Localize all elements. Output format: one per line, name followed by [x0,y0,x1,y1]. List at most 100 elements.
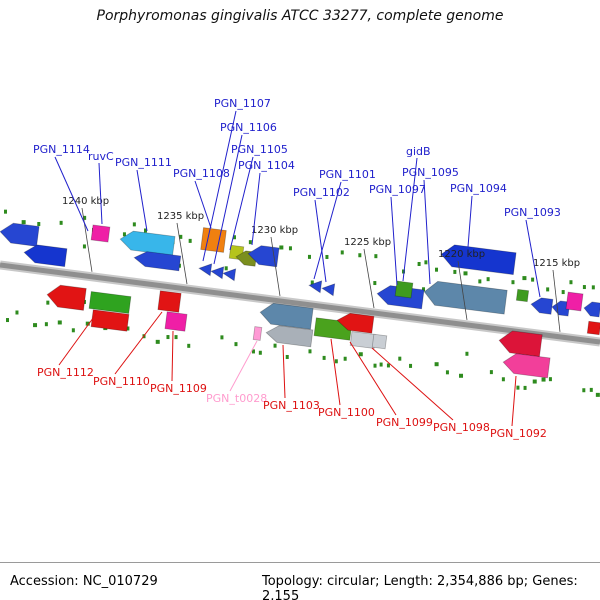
scale-tick-line-1220-kbp [457,260,468,320]
gene-pgn-1110[interactable] [157,290,182,313]
gene-unnamed[interactable] [23,243,68,268]
gene-pgn-t0028[interactable] [252,326,263,341]
feature-dot [595,392,600,397]
feature-dot [591,285,595,290]
gene-label-pgn-1105[interactable]: PGN_1105 [231,143,288,156]
gene-label-pgn-1110[interactable]: PGN_1110 [93,375,150,388]
gene-label-pgn-1099[interactable]: PGN_1099 [376,416,433,429]
gene-label-pgn-1114[interactable]: PGN_1114 [33,143,90,156]
feature-dot [258,350,262,355]
gene-label-pgn-t0028[interactable]: PGN_t0028 [206,392,267,405]
feature-dot [501,377,505,382]
gene-pgn-1102[interactable] [321,282,336,297]
gene-label-line-pgn-1108 [194,180,212,229]
gene-pgn-1092[interactable] [502,352,551,379]
gene-pgn-1103[interactable] [259,302,314,330]
feature-dot [453,269,457,274]
feature-dot [334,359,338,364]
feature-dot [21,220,26,225]
feature-dot [532,379,537,384]
gene-pgn-1108[interactable] [200,227,227,253]
gene-pgn-1107[interactable] [198,262,213,277]
feature-dot [434,362,439,367]
gene-unnamed[interactable] [46,284,87,311]
genome-map: 1240 kbp 1235 kbp 1230 kbp 1225 kbp 1220 kbp… [0,97,600,440]
gene-unnamed[interactable] [371,333,388,350]
feature-dot [166,335,170,340]
genome-track [0,262,600,345]
feature-dot [46,300,50,305]
gene-unnamed[interactable] [498,329,543,358]
scale-tick-1215-kbp: 1215 kbp [533,258,580,269]
scale-tick-1225-kbp: 1225 kbp [344,237,391,248]
gene-pgn-1109[interactable] [164,311,188,332]
feature-dot [57,320,62,325]
scale-tick-line-1225-kbp [363,248,375,309]
gene-label-pgn-1106[interactable]: PGN_1106 [220,121,277,134]
gene-label-pgn-1107[interactable]: PGN_1107 [214,97,271,110]
feature-dot [6,318,9,323]
gene-label-pgn-1093[interactable]: PGN_1093 [504,206,561,219]
gene-label-pgn-1103[interactable]: PGN_1103 [263,399,320,412]
feature-dot [459,373,464,378]
gene-pgn-1106[interactable] [210,265,225,280]
gene-label-pgn-1094[interactable]: PGN_1094 [450,182,507,195]
gene-label-pgn-1109[interactable]: PGN_1109 [150,382,207,395]
feature-dot [37,221,41,226]
feature-dot [33,323,38,328]
feature-dot [358,253,362,258]
gene-label-ruvc[interactable]: ruvC [88,150,114,163]
gene-pgn-1097[interactable] [376,284,425,310]
gene-pgn-1101[interactable] [308,279,323,294]
gene-unnamed[interactable] [583,301,600,318]
gene-pgn-1104[interactable] [247,244,280,268]
gene-unnamed[interactable] [222,267,237,282]
feature-dot [489,370,493,375]
feature-dot [307,254,311,259]
gene-label-pgn-1100[interactable]: PGN_1100 [318,406,375,419]
gene-label-line-gidb [402,157,418,282]
gene-label-gidb[interactable]: gidB [406,145,431,158]
scale-tick-1220-kbp: 1220 kbp [438,249,485,260]
gene-ruvc[interactable] [90,224,111,243]
gene-unnamed[interactable] [265,324,314,348]
gene-label-line-pgn-t0028 [229,340,258,392]
feature-dot [417,261,421,266]
gene-label-pgn-1098[interactable]: PGN_1098 [433,421,490,434]
feature-dot [273,343,277,348]
gene-label-pgn-1111[interactable]: PGN_1111 [115,156,172,169]
gene-pgn-1094[interactable] [440,243,517,276]
gene-unnamed[interactable] [565,291,584,312]
feature-dot [511,280,515,285]
gene-label-pgn-1112[interactable]: PGN_1112 [37,366,94,379]
gene-unnamed[interactable] [0,222,40,247]
feature-dot [379,362,383,367]
gene-pgn-1111[interactable] [119,230,176,256]
feature-dot [85,321,90,326]
topology-text: Topology: circular; Length: 2,354,886 bp… [262,574,578,600]
gene-label-pgn-1095[interactable]: PGN_1095 [402,166,459,179]
feature-dot [15,310,19,315]
gene-label-pgn-1108[interactable]: PGN_1108 [173,167,230,180]
gene-pgn-1095[interactable] [423,280,508,315]
gene-label-pgn-1104[interactable]: PGN_1104 [238,159,295,172]
gene-label-line-pgn-1107 [202,110,237,262]
feature-dot [288,246,292,251]
feature-dot [463,271,468,276]
feature-dot [82,244,86,249]
gene-pgn-1099[interactable] [336,312,375,334]
gene-label-pgn-1092[interactable]: PGN_1092 [490,427,547,440]
gene-gidb[interactable] [394,280,414,299]
gene-label-pgn-1097[interactable]: PGN_1097 [369,183,426,196]
gene-label-pgn-1101[interactable]: PGN_1101 [319,168,376,181]
status-bar: Accession: NC_010729 Topology: circular;… [0,562,600,600]
gene-label-pgn-1102[interactable]: PGN_1102 [293,186,350,199]
gene-unnamed[interactable] [586,320,600,336]
feature-dot [179,234,183,239]
gene-unnamed[interactable] [515,288,530,303]
gene-pgn-1112[interactable] [88,291,132,314]
gene-pgn-1098[interactable] [349,331,377,349]
gene-pgn-1093[interactable] [530,297,554,315]
gene-unnamed[interactable] [133,250,182,272]
gene-unnamed[interactable] [90,309,130,332]
